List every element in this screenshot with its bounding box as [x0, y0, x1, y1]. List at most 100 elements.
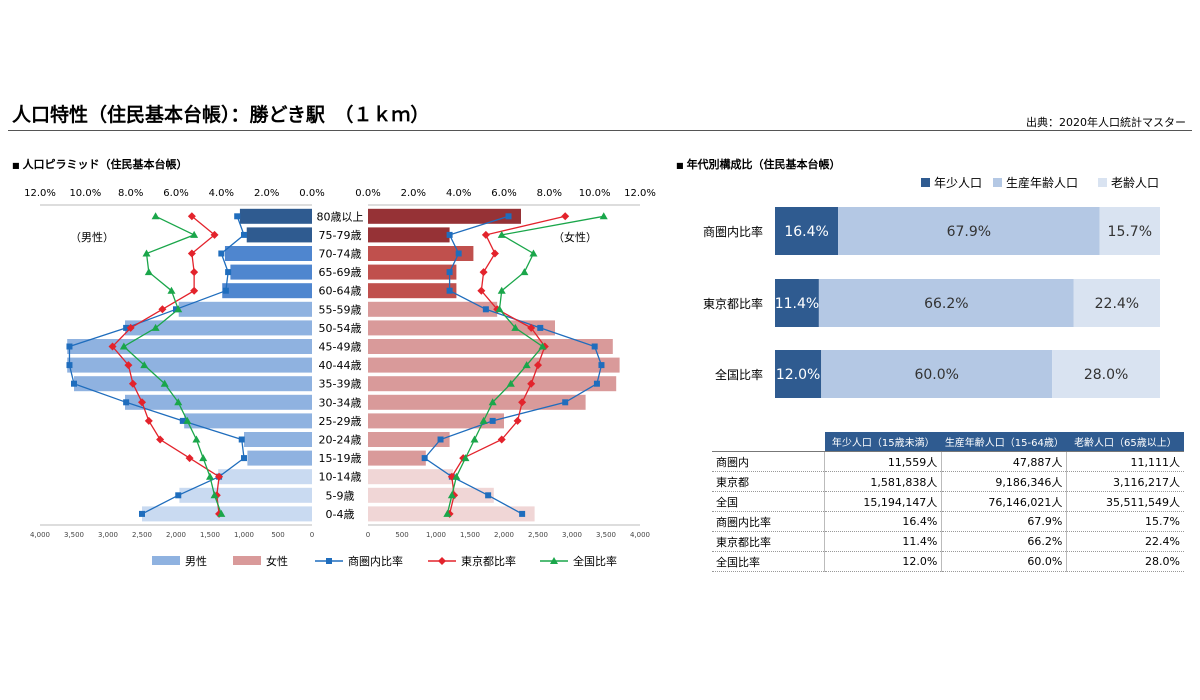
female-bar: [368, 283, 457, 299]
count-axis-tick-label: 4,000: [630, 531, 650, 539]
tokyo-ratio-marker: [156, 435, 165, 444]
tokyo-ratio-marker: [527, 379, 536, 388]
trade-area-ratio-marker: [222, 287, 229, 294]
age-group-label: 50-54歳: [319, 322, 362, 335]
age-group-label: 80歳以上: [317, 210, 364, 223]
age-group-label: 45-49歳: [319, 341, 362, 354]
table-cell: 28.0%: [1066, 551, 1184, 572]
count-axis-tick-label: 1,500: [460, 531, 480, 539]
trade-area-ratio-marker: [234, 213, 241, 220]
trade-area-ratio-marker: [66, 343, 73, 350]
female-bar: [368, 432, 450, 447]
trade-area-ratio-marker: [71, 380, 77, 387]
tokyo-ratio-marker: [185, 454, 194, 463]
count-axis-tick-label: 3,500: [596, 531, 616, 539]
national-ratio-marker: [206, 472, 214, 480]
female-bar: [368, 450, 426, 466]
national-ratio-marker: [461, 454, 470, 462]
count-axis-tick-label: 500: [395, 531, 408, 539]
count-axis-tick-label: 2,500: [132, 531, 152, 539]
table-cell: 15.7%: [1066, 511, 1184, 532]
trade-area-ratio-marker: [241, 455, 247, 462]
tokyo-ratio-marker: [490, 249, 499, 258]
table-row: 商圏内 11,559人 47,887人 11,111人: [712, 451, 1184, 472]
male-bar: [178, 301, 312, 317]
trade-area-ratio-marker: [482, 306, 489, 313]
table-header-working: 生産年齢人口（15-64歳）: [941, 432, 1067, 452]
composition-segment: [818, 279, 1074, 327]
count-axis-tick-label: 3,000: [98, 531, 118, 539]
male-bar: [224, 246, 312, 261]
table-row-label: 商圏内: [712, 451, 825, 472]
trade-area-ratio-marker: [179, 417, 186, 424]
age-group-label: 0-4歳: [326, 508, 355, 521]
tokyo-ratio-marker: [124, 361, 133, 370]
table-cell: 66.2%: [941, 531, 1067, 552]
female-bar: [368, 264, 457, 280]
count-axis-tick-label: 1,000: [234, 531, 254, 539]
tokyo-ratio-marker: [481, 230, 490, 239]
ratio-axis-tick-label: 4.0%: [446, 188, 471, 199]
national-ratio-marker: [151, 212, 160, 220]
source-note: 出典：2020年人口統計マスター: [1026, 116, 1186, 129]
national-ratio-marker: [470, 435, 479, 443]
male-bar: [74, 376, 312, 392]
table-corner-cell: [712, 432, 825, 452]
count-axis-tick-label: 1,500: [200, 531, 220, 539]
legend-label: 老齢人口: [1111, 175, 1159, 190]
tokyo-ratio-marker: [190, 286, 199, 295]
trade-area-ratio-marker: [593, 380, 600, 387]
title-divider: [8, 130, 1192, 131]
ratio-axis-tick-label: 0.0%: [299, 188, 324, 199]
ratio-axis-tick-label: 10.0%: [69, 188, 101, 199]
table-row-label: 全国: [712, 491, 825, 512]
male-bar: [179, 487, 312, 503]
tokyo-ratio-marker: [187, 212, 196, 221]
national-ratio-marker: [443, 509, 452, 517]
male-bar: [246, 227, 312, 243]
population-table: 年少人口（15歳未満） 生産年齢人口（15-64歳） 老齢人口（65歳以上） 商…: [712, 432, 1184, 572]
legend-label: 東京都比率: [461, 554, 516, 568]
composition-row-label: 全国比率: [715, 367, 763, 382]
trade-area-ratio-marker: [519, 510, 526, 517]
tokyo-ratio-marker: [215, 472, 224, 481]
table-row-label: 東京都: [712, 471, 825, 492]
composition-segment: [838, 207, 1100, 255]
ratio-axis-tick-label: 2.0%: [254, 188, 279, 199]
count-axis-tick-label: 3,500: [64, 531, 84, 539]
tokyo-ratio-marker: [527, 323, 536, 332]
count-axis-tick-label: 1,000: [426, 531, 446, 539]
national-ratio-marker: [144, 268, 153, 276]
composition-segment: [1099, 207, 1160, 255]
table-cell: 67.9%: [941, 511, 1067, 532]
national-ratio-marker: [452, 472, 461, 480]
tokyo-ratio-marker: [190, 268, 199, 277]
trade-area-ratio-marker: [455, 250, 462, 257]
composition-row-label: 商圏内比率: [703, 224, 763, 239]
trade-area-ratio-marker: [123, 399, 130, 406]
national-ratio-marker: [160, 379, 169, 387]
national-ratio-marker: [167, 286, 176, 294]
composition-row-label: 東京都比率: [703, 296, 763, 311]
trade-area-ratio-marker: [598, 362, 605, 369]
female-bar: [368, 487, 494, 503]
table-cell: 12.0%: [824, 551, 942, 572]
page-title: 人口特性（住民基本台帳）：勝どき駅 （１ｋｍ）: [12, 104, 430, 126]
table-cell: 9,186,346人: [941, 471, 1067, 492]
ratio-axis-tick-label: 6.0%: [491, 188, 516, 199]
age-group-label: 40-44歳: [319, 359, 362, 372]
ratio-axis-tick-label: 8.0%: [537, 188, 562, 199]
ratio-axis-tick-label: 12.0%: [24, 188, 56, 199]
national-ratio-marker: [210, 491, 219, 499]
national-ratio-marker: [174, 398, 183, 406]
ratio-axis-tick-label: 8.0%: [118, 188, 143, 199]
composition-data-label: 66.2%: [924, 296, 968, 312]
national-ratio-marker: [199, 454, 208, 462]
count-axis-tick-label: 0: [310, 531, 314, 539]
pyramid-section-title: 人口ピラミッド（住民基本台帳）: [22, 158, 188, 171]
national-ratio-marker: [142, 249, 151, 257]
trade-area-ratio-marker: [485, 492, 492, 499]
national-ratio-marker: [174, 305, 183, 313]
age-group-label: 30-34歳: [319, 396, 362, 409]
female-bar: [368, 208, 521, 224]
